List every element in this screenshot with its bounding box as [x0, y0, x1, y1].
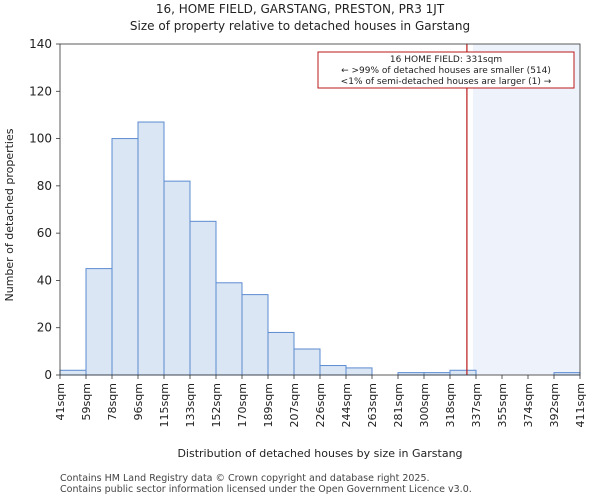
y-tick-label-60: 60 [37, 226, 52, 240]
histogram-chart: 0 20 40 60 80 100 120 140 41sqm 59sqm 78sqm 96sqm 11… [3, 37, 587, 460]
histogram-bar-152sqm [215, 282, 243, 376]
chart-subtitle: Size of property relative to detached ho… [129, 19, 471, 33]
x-tick-label-300sqm: 300sqm [418, 383, 431, 427]
histogram-bar-78sqm [111, 138, 139, 376]
y-tick-label-120: 120 [29, 84, 52, 98]
x-tick-label-318sqm: 318sqm [444, 383, 457, 427]
x-tick-label-78sqm: 78sqm [106, 383, 119, 420]
footer-line-2: Contains public sector information licen… [60, 484, 472, 495]
x-tick-label-281sqm: 281sqm [392, 383, 405, 427]
footer-line-1: Contains HM Land Registry data © Crown c… [60, 473, 430, 484]
chart-title: 16, HOME FIELD, GARSTANG, PRESTON, PR3 1… [155, 2, 445, 16]
x-tick-label-170sqm: 170sqm [236, 383, 249, 427]
histogram-bar-115sqm [163, 180, 191, 376]
annotation-line-3: <1% of semi-detached houses are larger (… [341, 77, 552, 87]
histogram-bar-96sqm [137, 121, 165, 376]
larger-region-highlight [472, 44, 580, 375]
annotation-line-1: 16 HOME FIELD: 331sqm [390, 55, 502, 65]
y-tick-label-140: 140 [29, 37, 52, 51]
x-tick-label-96sqm: 96sqm [132, 383, 145, 420]
histogram-bar-318sqm [449, 369, 477, 376]
histogram-bar-189sqm [267, 331, 295, 376]
x-tick-label-392sqm: 392sqm [548, 383, 561, 427]
x-tick-label-189sqm: 189sqm [262, 383, 275, 427]
histogram-bar-133sqm [189, 220, 217, 376]
x-tick-label-133sqm: 133sqm [184, 383, 197, 427]
x-tick-label-115sqm: 115sqm [158, 383, 171, 427]
footer: Contains HM Land Registry data © Crown c… [60, 473, 472, 495]
x-tick-label-263sqm: 263sqm [366, 383, 379, 427]
y-tick-label-40: 40 [37, 273, 52, 287]
x-tick-label-59sqm: 59sqm [80, 383, 93, 420]
annotation-line-2: ← >99% of detached houses are smaller (5… [341, 66, 551, 76]
x-tick-label-374sqm: 374sqm [522, 383, 535, 427]
y-tick-label-0: 0 [44, 368, 52, 382]
annotation-box [317, 51, 575, 89]
x-tick-label-207sqm: 207sqm [288, 383, 301, 427]
x-tick-label-226sqm: 226sqm [314, 383, 327, 427]
histogram-bar-207sqm [293, 348, 321, 376]
y-tick-label-100: 100 [29, 132, 52, 146]
x-tick-label-152sqm: 152sqm [210, 383, 223, 427]
histogram-bar-244sqm [345, 367, 373, 376]
histogram-bar-41sqm [59, 369, 87, 376]
x-tick-label-41sqm: 41sqm [54, 383, 67, 420]
x-axis-label: Distribution of detached houses by size … [177, 447, 462, 460]
y-axis-label: Number of detached properties [3, 128, 16, 301]
x-tick-label-244sqm: 244sqm [340, 383, 353, 427]
histogram-bar-170sqm [241, 294, 269, 376]
histogram-bar-59sqm [85, 268, 113, 376]
x-tick-label-337sqm: 337sqm [470, 383, 483, 427]
y-tick-label-20: 20 [37, 321, 52, 335]
x-tick-label-411sqm: 411sqm [574, 383, 587, 427]
y-tick-label-80: 80 [37, 179, 52, 193]
x-tick-label-355sqm: 355sqm [496, 383, 509, 427]
histogram-bar-226sqm [319, 365, 347, 376]
